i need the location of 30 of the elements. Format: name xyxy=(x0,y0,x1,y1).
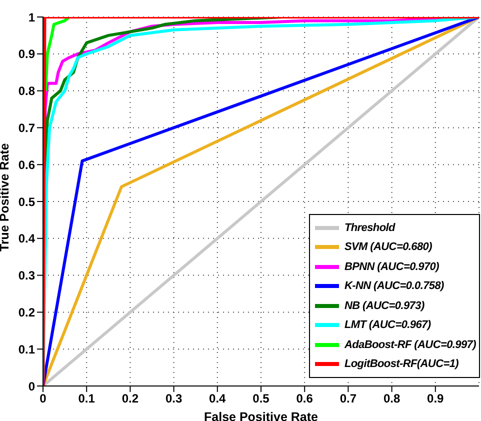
x-tick-label: 0.6 xyxy=(296,392,314,406)
y-tick-label: 0.9 xyxy=(18,47,36,62)
legend-label: LMT (AUC=0.967) xyxy=(344,319,431,332)
x-tick-label: 0.1 xyxy=(78,392,96,406)
y-tick-label: 0.4 xyxy=(18,232,36,246)
y-tick-label: 0 xyxy=(28,379,36,394)
y-tick-label: 0.2 xyxy=(18,305,36,320)
y-tick-label: 0.8 xyxy=(18,84,36,98)
x-tick-label: 0.7 xyxy=(340,392,357,406)
legend-label: BPNN (AUC=0.970) xyxy=(344,260,439,273)
x-tick-label: 0.8 xyxy=(383,392,400,406)
y-tick-label: 0.1 xyxy=(18,342,36,356)
legend-label: AdaBoost-RF (AUC=0.997) xyxy=(344,338,476,351)
legend-label: LogitBoost-RF(AUC=1) xyxy=(344,358,459,370)
x-tick-label: 0.4 xyxy=(209,392,226,406)
legend-label: Threshold xyxy=(344,222,395,234)
y-tick-label: 0.7 xyxy=(18,120,36,135)
x-tick-label: 0 xyxy=(40,392,47,406)
x-tick-label: 0.3 xyxy=(165,392,182,406)
x-tick-label: 0.2 xyxy=(122,392,139,406)
legend-label: NB (AUC=0.973) xyxy=(344,300,424,312)
y-tick-label: 1 xyxy=(28,10,36,24)
x-tick-label: 0.5 xyxy=(252,392,270,406)
legend-label: K-NN (AUC=0.0.758) xyxy=(344,280,444,292)
y-tick-label: 0.5 xyxy=(18,194,36,209)
x-tick-label: 0.9 xyxy=(427,392,444,406)
y-tick-label: 0.3 xyxy=(18,268,36,283)
y-tick-label: 0.6 xyxy=(18,158,36,172)
x-axis-title: False Positive Rate xyxy=(204,410,318,421)
legend-label: SVM (AUC=0.680) xyxy=(344,241,432,254)
